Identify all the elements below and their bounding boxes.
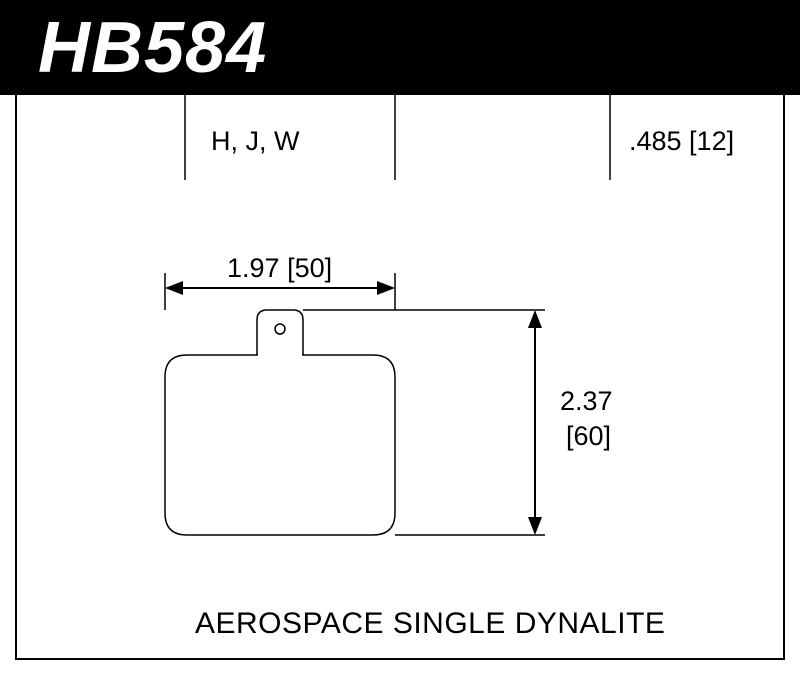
variant-codes: H, J, W	[211, 126, 300, 156]
width-mm: [50]	[287, 253, 332, 283]
thickness-label: .485 [12]	[629, 126, 734, 156]
product-name: AEROSPACE SINGLE DYNALITE	[195, 607, 665, 641]
technical-diagram: H, J, W .485 [12] 1.97 [50] 2.37 [60]	[15, 95, 785, 660]
part-number: HB584	[38, 7, 267, 89]
svg-text:1.97 [50]: 1.97 [50]	[227, 253, 332, 283]
height-mm: [60]	[566, 421, 611, 451]
height-dimension: 2.37 [60]	[303, 310, 613, 535]
height-inches: 2.37	[560, 386, 613, 416]
brake-pad-outline	[165, 310, 395, 535]
width-dimension: 1.97 [50]	[165, 253, 395, 310]
header-bar: HB584	[0, 0, 800, 95]
width-inches: 1.97	[227, 253, 280, 283]
